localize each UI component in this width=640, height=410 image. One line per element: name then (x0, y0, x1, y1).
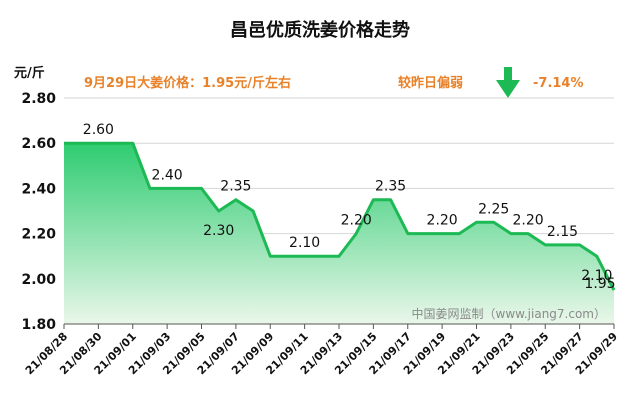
down-arrow-icon (496, 67, 520, 98)
y-tick-label: 2.20 (21, 227, 56, 243)
price-info: 9月29日大姜价格：1.95元/斤左右 (84, 75, 291, 91)
y-tick-label: 2.80 (21, 91, 56, 107)
data-label: 2.35 (375, 179, 406, 195)
data-label: 2.10 (289, 235, 320, 251)
y-tick-label: 2.60 (21, 136, 56, 152)
data-label: 1.95 (584, 276, 615, 292)
x-axis-ticks: 21/08/2821/08/3021/09/0121/09/0321/09/05… (23, 324, 620, 377)
change-label: 较昨日偏弱 (398, 75, 463, 91)
y-tick-label: 2.40 (21, 181, 56, 197)
y-axis-unit: 元/斤 (14, 65, 45, 81)
watermark: 中国姜网监制（www.jiang7.com） (412, 306, 606, 321)
data-label: 2.35 (220, 179, 251, 195)
data-label: 2.20 (512, 213, 543, 229)
y-tick-label: 1.80 (21, 317, 56, 333)
data-label: 2.20 (341, 213, 372, 229)
data-label: 2.15 (547, 224, 578, 240)
data-labels: 2.602.402.302.352.102.202.352.202.252.20… (83, 122, 616, 292)
data-label: 2.25 (478, 201, 509, 217)
data-label: 2.40 (152, 167, 183, 183)
y-tick-label: 2.00 (21, 272, 56, 288)
price-line (64, 141, 616, 291)
data-label: 2.10 (581, 268, 612, 284)
y-axis-ticks: 1.80 2.00 2.20 2.40 2.60 2.80 (21, 91, 56, 333)
data-label: 2.20 (427, 213, 458, 229)
change-value: -7.14% (533, 76, 584, 91)
data-label: 2.30 (203, 223, 234, 239)
data-label: 2.60 (83, 122, 114, 138)
chart-title: 昌邑优质洗姜价格走势 (230, 19, 410, 41)
